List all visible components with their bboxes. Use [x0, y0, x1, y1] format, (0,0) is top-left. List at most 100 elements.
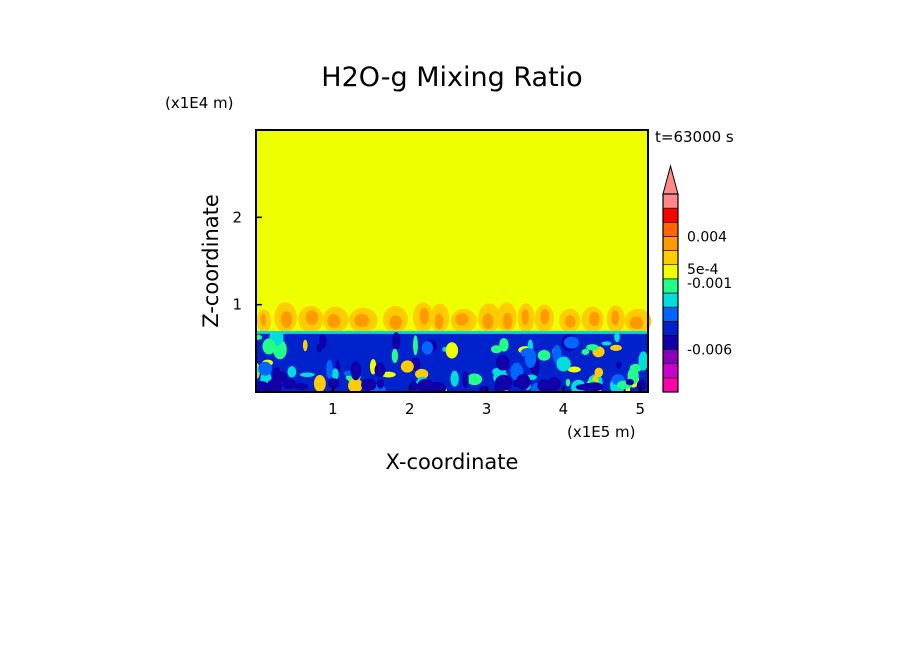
y-tick-label: 1 — [232, 296, 242, 314]
plume-core — [455, 313, 469, 326]
plume-core — [502, 312, 513, 330]
turbulence-blob — [565, 378, 571, 387]
turbulence-blob — [586, 344, 599, 351]
turbulence-blob — [537, 349, 551, 361]
turbulence-blob — [563, 336, 579, 349]
turbulence-blob — [287, 366, 297, 378]
x-tick-label: 1 — [328, 400, 338, 418]
turbulence-blob — [400, 360, 414, 373]
plume-core — [565, 315, 576, 328]
turbulence-blob — [302, 339, 308, 352]
turbulence-blob — [490, 345, 502, 354]
time-label: t=63000 s — [655, 128, 734, 146]
colorbar-swatch — [662, 292, 679, 308]
x-tick-label: 3 — [482, 400, 492, 418]
colorbar-swatch — [662, 377, 679, 393]
y-axis-label: Z-coordinate — [199, 194, 223, 328]
x-axis-ticks: 1 2 3 4 5 — [328, 386, 645, 418]
turbulence-blob — [299, 372, 315, 378]
x-tick-label: 5 — [636, 400, 646, 418]
plume-core — [589, 312, 600, 326]
turbulence-blob — [581, 349, 590, 355]
dark-patch — [512, 379, 522, 387]
turbulence-blob — [495, 354, 510, 371]
dark-patch — [585, 382, 604, 392]
y-scale-label: (x1E4 m) — [165, 94, 234, 112]
colorbar-swatch — [662, 306, 679, 322]
x-tick-label: 4 — [559, 400, 569, 418]
colorbar-label: -0.006 — [687, 343, 732, 359]
plume-core — [611, 310, 620, 326]
dark-patch — [411, 382, 418, 391]
turbulence-blob — [316, 343, 323, 354]
plot-area — [255, 129, 652, 393]
colorbar-label: -0.001 — [687, 276, 732, 292]
plume-core — [281, 311, 293, 328]
y-axis-ticks: 12 — [232, 208, 262, 314]
colorbar-swatch — [662, 349, 679, 365]
dark-patch — [636, 379, 647, 391]
colorbar-swatch — [662, 221, 679, 237]
chart-title: H2O-g Mixing Ratio — [321, 62, 582, 93]
plume-core — [389, 315, 403, 330]
dark-patch — [376, 378, 384, 389]
turbulence-blob — [466, 373, 483, 386]
x-axis-label: X-coordinate — [386, 450, 519, 474]
dark-patch — [293, 383, 309, 390]
colorbar-swatch — [662, 363, 679, 379]
lower-moist-layer — [256, 331, 648, 392]
turbulence-blob — [610, 344, 622, 351]
turbulence-blob — [567, 366, 581, 373]
plume-core — [482, 313, 494, 330]
turbulence-blob — [594, 367, 604, 378]
turbulence-blob — [319, 333, 327, 349]
turbulence-blob — [256, 334, 263, 340]
turbulence-blob — [556, 356, 571, 372]
turbulence-blob — [638, 351, 648, 371]
layer-top-band — [256, 331, 648, 334]
dark-patch — [327, 378, 340, 389]
turbulence-blob — [392, 332, 401, 351]
plume-core — [540, 309, 550, 325]
plume-core — [629, 316, 644, 330]
turbulence-blob — [262, 338, 276, 355]
colorbar-label: 5e-4 — [687, 262, 719, 278]
plume-core — [327, 314, 341, 328]
dark-patch — [575, 384, 592, 391]
turbulence-blob — [616, 361, 622, 369]
turbulence-blob — [614, 331, 620, 343]
plume-core — [305, 310, 319, 325]
colorbar-swatch — [662, 278, 679, 294]
colorbar-swatch — [662, 264, 679, 280]
plume-core — [434, 313, 444, 330]
dark-patch — [428, 381, 447, 392]
turbulence-blob — [326, 360, 333, 379]
turbulence-blob — [462, 371, 469, 389]
plume-core — [260, 313, 266, 326]
colorbar-swatch — [662, 250, 679, 266]
colorbar-swatch — [662, 236, 679, 251]
colorbar-swatch — [662, 193, 679, 209]
colorbar-frame — [662, 193, 679, 393]
turbulence-blob — [391, 348, 399, 363]
x-scale-label: (x1E5 m) — [567, 423, 636, 441]
turbulence-blob — [374, 362, 386, 378]
turbulence-blob — [275, 371, 288, 383]
y-tick-label: 2 — [232, 208, 242, 226]
turbulence-blob — [258, 361, 273, 376]
colorbar-swatch — [662, 335, 679, 350]
turbulence-blob — [412, 335, 418, 356]
plume-core — [354, 313, 370, 328]
plot-frame — [255, 129, 649, 393]
dark-patch — [256, 381, 271, 392]
dark-patch — [625, 378, 634, 386]
plume-core — [419, 307, 430, 325]
colorbar-swatch — [662, 320, 679, 336]
turbulence-blob — [331, 368, 339, 380]
turbulence-blob — [445, 342, 459, 359]
moisture-plumes — [257, 302, 652, 333]
turbulence-blob — [348, 378, 363, 392]
plume-core — [521, 308, 529, 326]
dark-patch — [494, 379, 503, 392]
